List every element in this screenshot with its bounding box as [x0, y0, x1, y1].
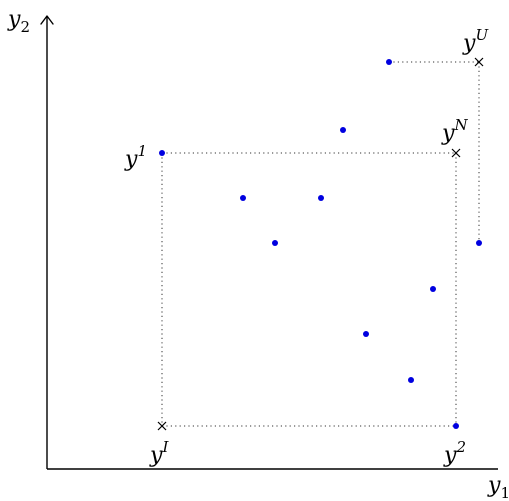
x-axis-label: y1 — [487, 473, 509, 501]
data-point — [430, 286, 436, 292]
data-point — [240, 195, 246, 201]
data-point — [386, 59, 392, 65]
data-point — [272, 240, 278, 246]
data-point — [408, 377, 414, 383]
cross-marker-nadir — [451, 148, 461, 158]
y-axis-label: y2 — [7, 7, 30, 36]
data-point — [476, 240, 482, 246]
label-y2: y2 — [443, 438, 466, 468]
label-y1: y1 — [124, 142, 147, 172]
data-point — [453, 423, 459, 429]
label-utopia: yU — [462, 26, 489, 56]
cross-marker-ideal — [157, 421, 167, 431]
y-axis-arrowhead — [40, 15, 54, 25]
data-point — [363, 331, 369, 337]
data-point — [159, 150, 165, 156]
label-nadir: yN — [441, 116, 468, 146]
cross-marker-utopia — [474, 57, 484, 67]
data-point — [340, 127, 346, 133]
data-point — [318, 195, 324, 201]
label-ideal: yI — [149, 438, 169, 468]
